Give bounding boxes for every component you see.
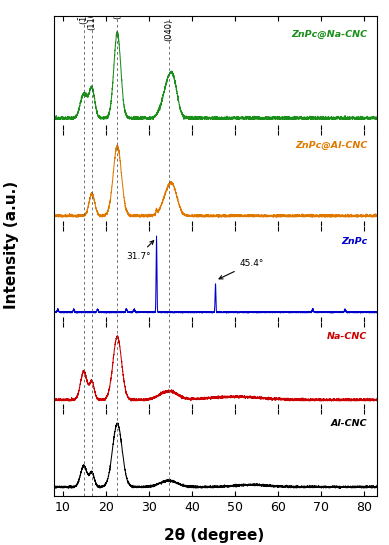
Text: (110): (110): [88, 8, 96, 30]
Text: 2θ (degree): 2θ (degree): [164, 528, 264, 543]
Text: ZnPc@Al-CNC: ZnPc@Al-CNC: [295, 141, 368, 150]
Text: ZnPc@Na-CNC: ZnPc@Na-CNC: [291, 30, 368, 39]
Text: (040): (040): [164, 19, 173, 41]
Text: 31.7°: 31.7°: [126, 241, 154, 261]
Text: ($\bar{1}$10): ($\bar{1}$10): [77, 2, 91, 26]
Text: 45.4°: 45.4°: [219, 259, 264, 279]
Text: Al-CNC: Al-CNC: [331, 419, 368, 428]
Text: (200): (200): [113, 0, 122, 19]
Text: ZnPc: ZnPc: [342, 237, 368, 246]
Text: Intensity (a.u.): Intensity (a.u.): [4, 181, 19, 310]
Text: Na-CNC: Na-CNC: [327, 332, 368, 341]
